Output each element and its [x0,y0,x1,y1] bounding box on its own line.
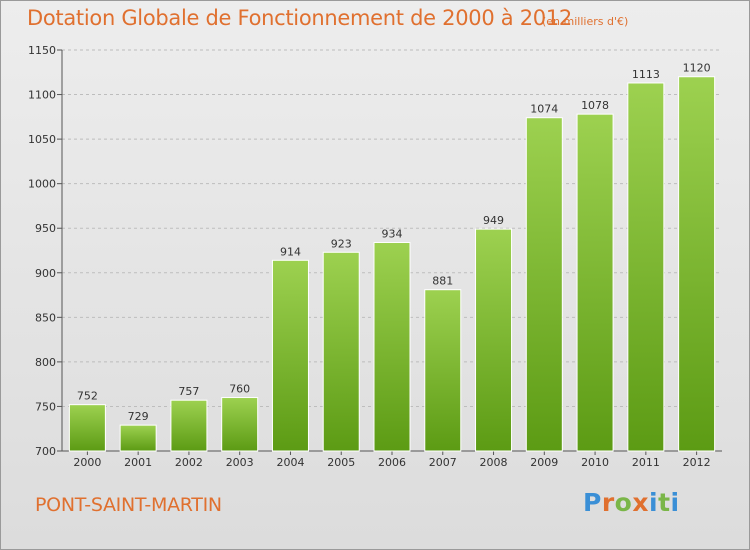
logo-letter: t [658,488,671,517]
logo-letter: i [670,488,680,517]
bar [119,424,157,452]
x-tick-label: 2000 [73,456,101,469]
logo-letter: x [632,488,649,517]
bar-value-label: 914 [280,245,301,258]
bar [221,397,259,452]
y-tick-label: 950 [35,222,56,235]
bar [373,241,411,452]
y-tick-label: 850 [35,311,56,324]
bar [424,289,462,452]
bar [322,251,360,452]
bar-value-label: 760 [229,383,250,396]
bar [68,404,106,452]
bar [271,259,309,452]
x-tick-label: 2002 [175,456,203,469]
x-tick-labels: 2000 2001 2002 2003 2004 2005 2006 2007 2008 2009… [73,456,710,469]
commune-name: PONT-SAINT-MARTIN [35,494,222,516]
logo-letter: i [649,488,659,517]
x-tick-label: 2009 [530,456,558,469]
bar-value-label: 1078 [581,99,609,112]
bar-value-label: 881 [432,275,453,288]
bar [576,113,614,452]
x-tick-label: 2001 [124,456,152,469]
x-tick-label: 2010 [581,456,609,469]
logo-letter: P [583,488,602,517]
bar [678,76,716,452]
y-tick-label: 800 [35,356,56,369]
x-tick-label: 2011 [632,456,660,469]
x-tick-label: 2003 [226,456,254,469]
y-tick-label: 700 [35,445,56,458]
chart-unit-subtitle: (en milliers d'€) [542,15,629,28]
y-tick-label: 1100 [28,89,56,102]
bar-value-label: 1074 [530,103,558,116]
proxiti-logo: Proxiti [583,488,680,517]
y-tick-label: 900 [35,267,56,280]
x-tick-label: 2007 [429,456,457,469]
y-tick-label: 1150 [28,44,56,57]
bar-value-label: 949 [483,214,504,227]
y-tick-label: 750 [35,400,56,413]
bar-value-label: 752 [77,390,98,403]
bar-value-label: 923 [331,237,352,250]
bars [68,76,716,452]
x-tick-label: 2006 [378,456,406,469]
bar [170,399,208,452]
bar-value-label: 757 [178,385,199,398]
x-tick-label: 2008 [480,456,508,469]
x-tick-label: 2012 [683,456,711,469]
bar-value-label: 934 [382,227,403,240]
logo-letter: o [614,488,633,517]
bar [475,228,513,452]
logo-letter: r [601,488,615,517]
bar [627,82,665,452]
bar-value-label: 1113 [632,68,660,81]
chart-title: Dotation Globale de Fonctionnement de 20… [27,6,572,30]
y-tick-labels: 700 750 800 850 900 950 1000 1050 1100 1150 [28,44,56,458]
x-tick-label: 2004 [276,456,304,469]
bar-value-label: 1120 [683,62,711,75]
x-tick-label: 2005 [327,456,355,469]
y-tick-label: 1050 [28,133,56,146]
y-tick-label: 1000 [28,178,56,191]
bar-value-label: 729 [128,410,149,423]
bar [525,117,563,452]
value-labels: 752 729 757 760 914 923 934 881 949 1074 1078 1113 1… [77,62,711,423]
